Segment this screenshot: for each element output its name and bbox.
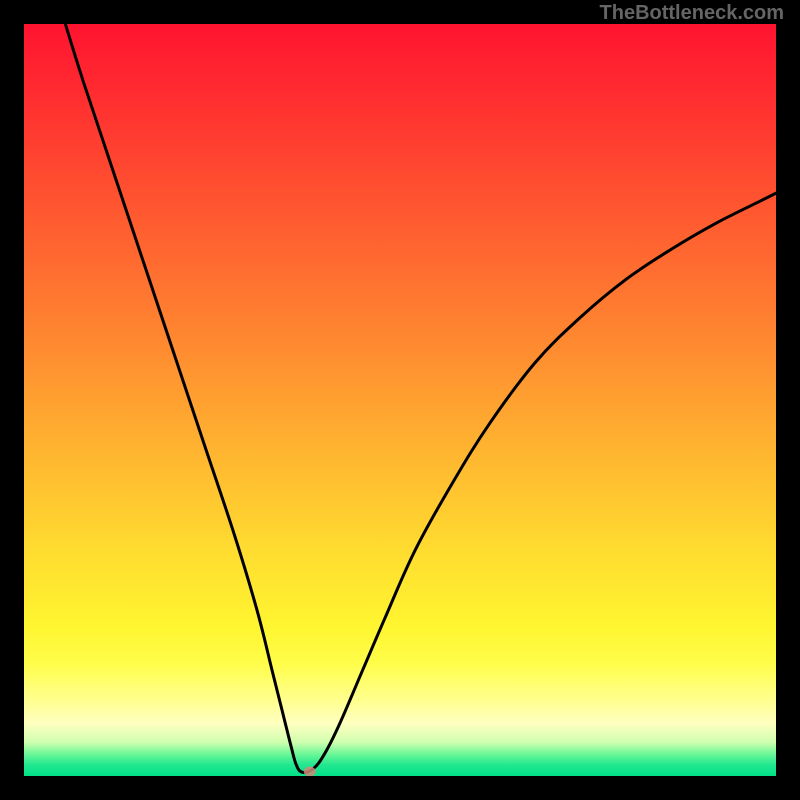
plot-area xyxy=(24,24,776,776)
gradient-background xyxy=(24,24,776,776)
watermark-text: TheBottleneck.com xyxy=(600,2,784,25)
chart-svg xyxy=(24,24,776,776)
